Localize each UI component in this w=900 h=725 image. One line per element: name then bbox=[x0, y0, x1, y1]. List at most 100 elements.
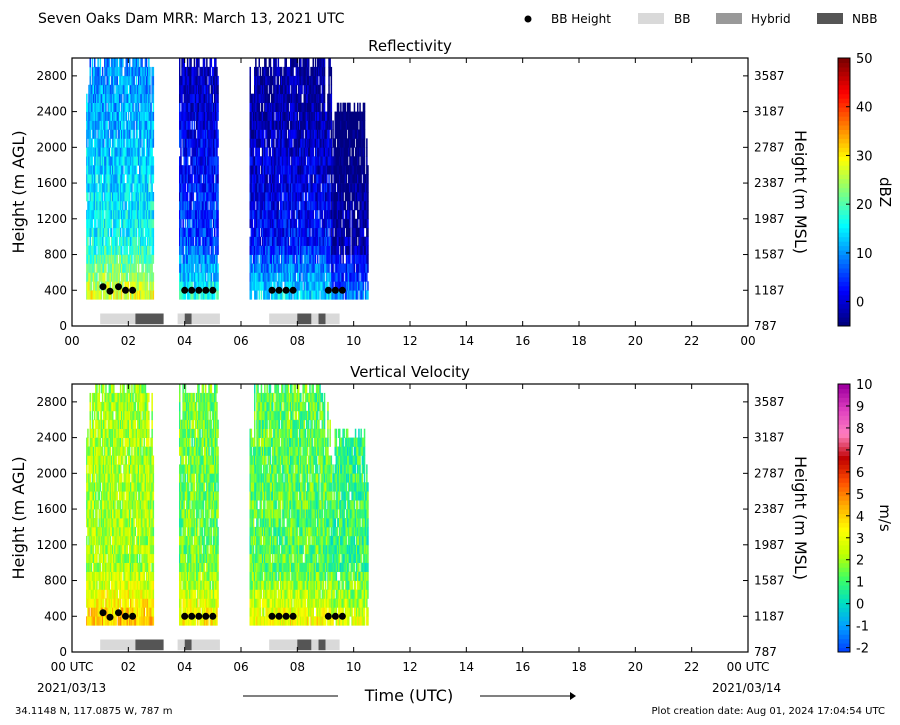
heatmap-cell bbox=[87, 209, 89, 220]
heatmap-cell bbox=[135, 227, 138, 237]
heatmap-cell bbox=[287, 245, 290, 255]
heatmap-cell bbox=[257, 218, 259, 229]
heatmap-cell bbox=[251, 165, 254, 175]
heatmap-cell bbox=[115, 290, 117, 300]
heatmap-cell bbox=[249, 93, 251, 103]
heatmap-cell bbox=[216, 129, 218, 139]
heatmap-cell bbox=[90, 200, 93, 211]
heatmap-cell bbox=[290, 58, 292, 68]
heatmap-cell bbox=[140, 58, 142, 68]
heatmap-cell bbox=[301, 84, 303, 95]
heatmap-cell bbox=[263, 290, 265, 300]
heatmap-cell bbox=[141, 281, 143, 291]
heatmap-cell bbox=[146, 93, 149, 103]
heatmap-cell bbox=[278, 183, 281, 193]
heatmap-cell bbox=[201, 165, 204, 175]
heatmap-cell bbox=[206, 290, 208, 300]
heatmap-cell bbox=[137, 227, 140, 237]
heatmap-cell bbox=[151, 263, 153, 273]
heatmap-cell bbox=[190, 290, 192, 300]
heatmap-cell bbox=[277, 192, 280, 202]
heatmap-cell bbox=[140, 93, 142, 103]
heatmap-cell bbox=[139, 245, 141, 255]
heatmap-cell bbox=[207, 84, 209, 95]
heatmap-cell bbox=[210, 120, 213, 130]
heatmap-cell bbox=[293, 245, 295, 255]
heatmap-cell bbox=[198, 147, 200, 157]
heatmap-cell bbox=[208, 120, 210, 130]
heatmap-cell bbox=[215, 272, 217, 282]
heatmap-cell bbox=[183, 75, 185, 86]
heatmap-cell bbox=[141, 75, 143, 86]
heatmap-cell bbox=[192, 272, 195, 282]
heatmap-cell bbox=[97, 254, 99, 264]
heatmap-cell bbox=[249, 111, 251, 121]
heatmap-cell bbox=[217, 93, 219, 103]
heatmap-cell bbox=[131, 245, 133, 255]
heatmap-cell bbox=[148, 245, 150, 255]
heatmap-cell bbox=[290, 111, 292, 121]
heatmap-cell bbox=[265, 263, 267, 273]
heatmap-cell bbox=[112, 245, 114, 255]
heatmap-cell bbox=[258, 218, 260, 229]
heatmap-cell bbox=[91, 200, 94, 211]
heatmap-cell bbox=[192, 129, 195, 139]
heatmap-cell bbox=[186, 281, 189, 291]
heatmap-cell bbox=[203, 281, 206, 291]
heatmap-cell bbox=[260, 227, 263, 237]
heatmap-cell bbox=[126, 227, 129, 237]
heatmap-cell bbox=[268, 218, 271, 229]
heatmap-cell bbox=[206, 218, 208, 229]
heatmap-cell bbox=[200, 183, 202, 193]
heatmap-cell bbox=[285, 254, 287, 264]
heatmap-cell bbox=[260, 218, 263, 229]
heatmap-cell bbox=[294, 58, 296, 68]
heatmap-cell bbox=[103, 111, 105, 121]
heatmap-cell bbox=[249, 129, 251, 139]
heatmap-cell bbox=[192, 218, 195, 229]
heatmap-cell bbox=[250, 183, 253, 193]
heatmap-cell bbox=[144, 200, 147, 211]
heatmap-cell bbox=[201, 263, 204, 273]
heatmap-cell bbox=[194, 165, 197, 175]
heatmap-cell bbox=[114, 174, 116, 184]
heatmap-cell bbox=[286, 183, 289, 193]
heatmap-cell bbox=[255, 263, 257, 273]
colorbar-segment bbox=[838, 303, 850, 309]
heatmap-cell bbox=[286, 209, 289, 220]
heatmap-cell bbox=[281, 93, 283, 103]
colorbar-segment bbox=[838, 227, 850, 233]
heatmap-cell bbox=[115, 183, 117, 193]
heatmap-cell bbox=[202, 209, 205, 220]
heatmap-cell bbox=[119, 58, 122, 68]
heatmap-cell bbox=[141, 236, 143, 246]
colorbar-label: dBZ bbox=[876, 177, 894, 207]
heatmap-cell bbox=[180, 138, 182, 148]
heatmap-cell bbox=[256, 165, 258, 175]
heatmap-cell bbox=[267, 75, 269, 86]
heatmap-cell bbox=[188, 147, 190, 157]
heatmap-cell bbox=[272, 174, 274, 184]
heatmap-cell bbox=[134, 281, 136, 291]
heatmap-cell bbox=[198, 192, 200, 202]
heatmap-cell bbox=[189, 174, 191, 184]
heatmap-cell bbox=[355, 236, 358, 246]
heatmap-cell bbox=[116, 254, 118, 264]
heatmap-cell bbox=[293, 281, 295, 291]
heatmap-cell bbox=[151, 66, 153, 77]
heatmap-cell bbox=[122, 218, 124, 229]
heatmap-cell bbox=[131, 183, 133, 193]
heatmap-cell bbox=[141, 183, 143, 193]
heatmap-cell bbox=[202, 165, 205, 175]
heatmap-cell bbox=[191, 192, 193, 202]
heatmap-cell bbox=[294, 272, 296, 282]
heatmap-cell bbox=[203, 192, 206, 202]
heatmap-cell bbox=[212, 245, 215, 255]
heatmap-cell bbox=[179, 93, 181, 103]
figure-title: Seven Oaks Dam MRR: March 13, 2021 UTC bbox=[38, 11, 345, 27]
heatmap-cell bbox=[123, 218, 125, 229]
heatmap-cell bbox=[199, 66, 201, 77]
heatmap-cell bbox=[119, 138, 122, 148]
heatmap-cell bbox=[96, 236, 98, 246]
heatmap-cell bbox=[257, 93, 259, 103]
